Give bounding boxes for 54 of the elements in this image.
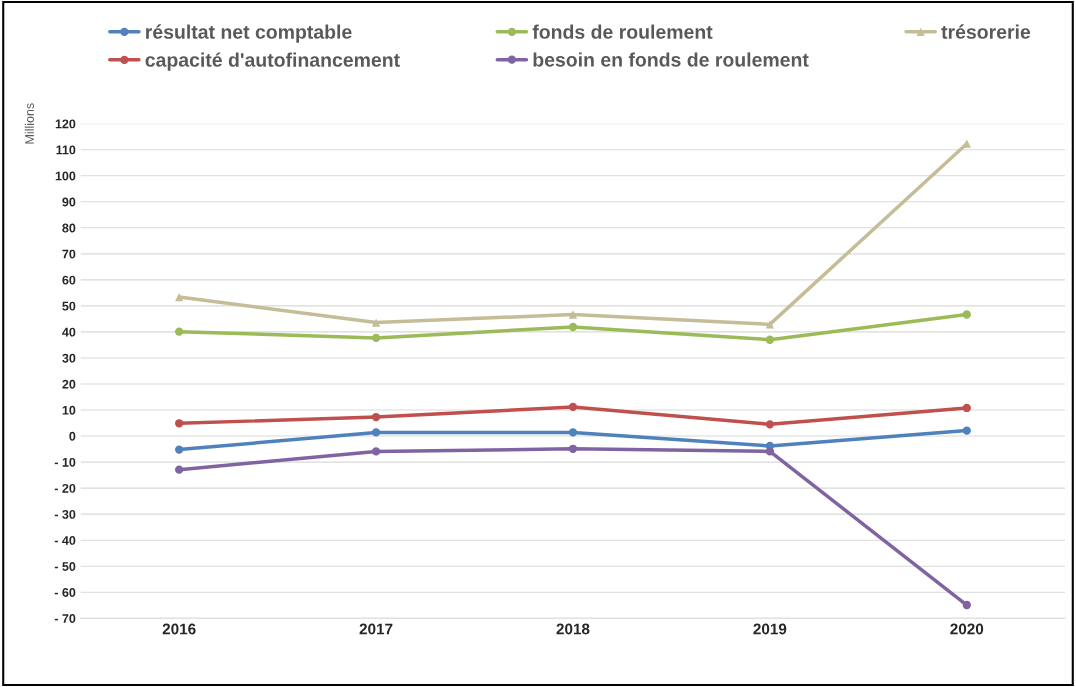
y-tick-label: - 20 bbox=[54, 483, 76, 493]
y-tick-label: 90 bbox=[62, 197, 76, 207]
point bbox=[371, 447, 381, 456]
point bbox=[568, 322, 578, 332]
y-tick-label: 20 bbox=[62, 379, 76, 389]
y-tick-label: - 70 bbox=[54, 614, 76, 623]
y-tick-label: 60 bbox=[62, 275, 76, 285]
y-tick-label: 30 bbox=[62, 353, 76, 363]
point bbox=[568, 444, 578, 453]
legend-label: fonds de roulement bbox=[532, 24, 713, 39]
y-tick-label: 70 bbox=[62, 249, 76, 259]
y-axis-title: Millions bbox=[24, 103, 34, 144]
y-tick-label: - 50 bbox=[54, 562, 76, 571]
y-tick-label: 120 bbox=[55, 119, 76, 129]
x-tick-label: 2019 bbox=[753, 623, 787, 635]
x-tick-label: 2018 bbox=[556, 623, 590, 635]
y-tick-label: - 10 bbox=[54, 457, 76, 467]
point bbox=[174, 465, 184, 474]
point bbox=[174, 445, 184, 454]
y-tick-label: 10 bbox=[62, 405, 76, 415]
point bbox=[568, 428, 578, 437]
point bbox=[174, 419, 184, 428]
point bbox=[371, 412, 381, 422]
legend-label: besoin en fonds de roulement bbox=[533, 52, 809, 67]
x-tick-label: 2016 bbox=[162, 623, 196, 635]
point bbox=[371, 318, 381, 327]
y-tick-label: - 60 bbox=[54, 588, 76, 597]
legend-label: trésorerie bbox=[941, 24, 1031, 39]
y-tick-label: 0 bbox=[69, 431, 76, 441]
point bbox=[962, 600, 971, 610]
point bbox=[765, 420, 775, 429]
y-tick-label: 100 bbox=[55, 171, 76, 181]
point bbox=[174, 327, 184, 336]
legend-label: résultat net comptable bbox=[146, 24, 352, 43]
point bbox=[174, 292, 184, 302]
y-tick-label: 110 bbox=[56, 145, 76, 155]
y-tick-label: 40 bbox=[62, 327, 76, 337]
point bbox=[765, 447, 775, 456]
point bbox=[962, 403, 971, 413]
point bbox=[765, 320, 775, 329]
point bbox=[765, 335, 775, 344]
y-tick-label: - 40 bbox=[54, 536, 76, 545]
legend-label: capacité d'autofinancement bbox=[145, 52, 400, 71]
point bbox=[568, 310, 578, 319]
point bbox=[962, 310, 971, 319]
y-tick-label: 80 bbox=[62, 223, 76, 233]
x-tick-label: 2020 bbox=[950, 623, 984, 635]
point bbox=[371, 428, 381, 437]
point bbox=[962, 426, 971, 435]
point bbox=[371, 333, 381, 343]
point bbox=[568, 402, 578, 412]
y-tick-label: - 30 bbox=[54, 509, 76, 519]
y-tick-label: 50 bbox=[62, 301, 76, 311]
x-tick-label: 2017 bbox=[359, 623, 393, 635]
